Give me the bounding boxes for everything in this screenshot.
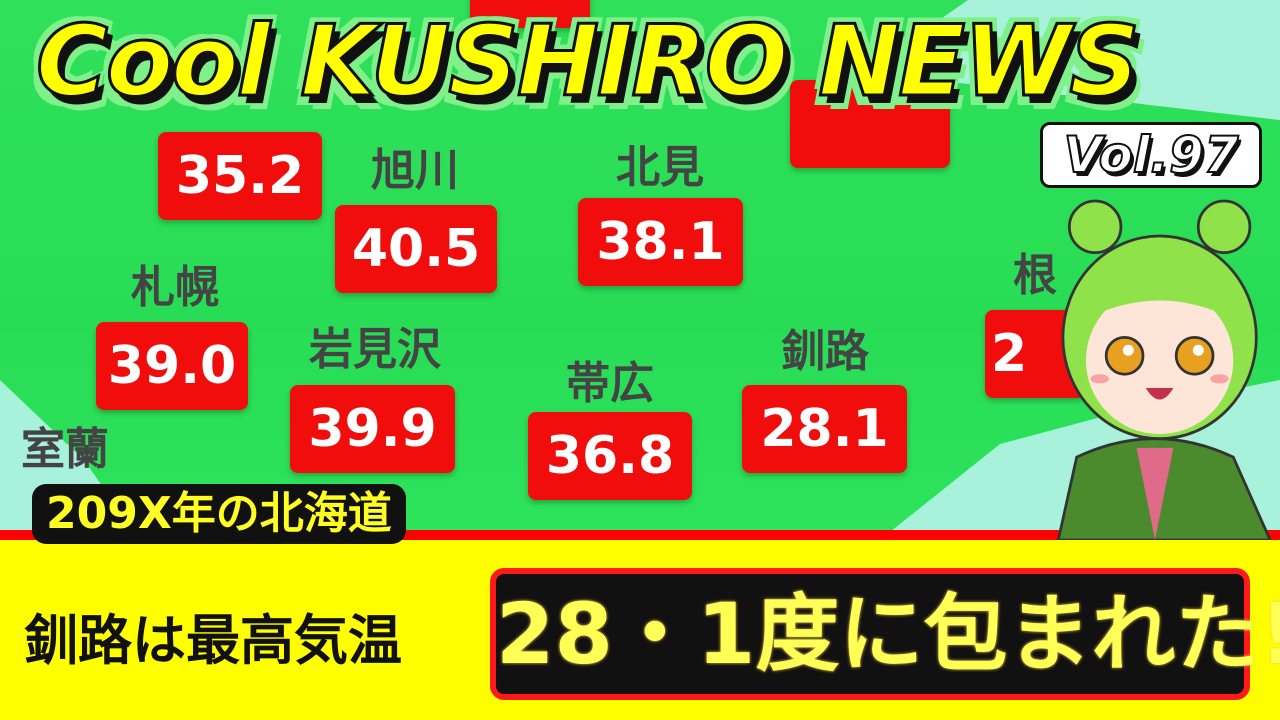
character-illustration: [1056, 199, 1272, 540]
city-label-partial: 室蘭: [21, 424, 109, 475]
city-label: 岩見沢: [309, 324, 441, 375]
headline-lead: 釧路は最高気温: [24, 609, 402, 672]
headline-highlight-box: 28・1度に包まれた!: [490, 568, 1280, 700]
temp-box-partial: 35.2: [158, 132, 322, 220]
temp-box: 39.0: [96, 322, 248, 410]
temp-box-partial: [790, 80, 950, 168]
temp-box: 36.8: [528, 412, 692, 500]
weather-map: 35.2 旭川 40.5 北見 38.1 札幌 39.0 岩見沢 39.9 帯広…: [0, 0, 1280, 535]
city-label: 釧路: [781, 326, 869, 377]
city-label-partial: 根: [1013, 250, 1057, 301]
headline-highlight: 28・1度に包まれた!: [496, 585, 1280, 683]
temp-box: 28.1: [742, 385, 907, 473]
city-label: 帯広: [566, 358, 654, 409]
city-label: 札幌: [131, 262, 219, 313]
temp-box: 38.1: [578, 198, 743, 286]
subtitle: 209X年の北海道: [32, 484, 406, 544]
temp-box: 40.5: [335, 205, 497, 293]
temp-box-partial: [470, 0, 590, 28]
city-label: 旭川: [371, 145, 459, 196]
temp-box: 39.9: [290, 385, 455, 473]
volume-label: Vol.97: [1062, 125, 1239, 185]
volume-badge: Vol.97: [1040, 122, 1262, 188]
video-title: Cool KUSHIRO NEWS: [35, 5, 1142, 119]
city-label: 北見: [616, 142, 704, 193]
